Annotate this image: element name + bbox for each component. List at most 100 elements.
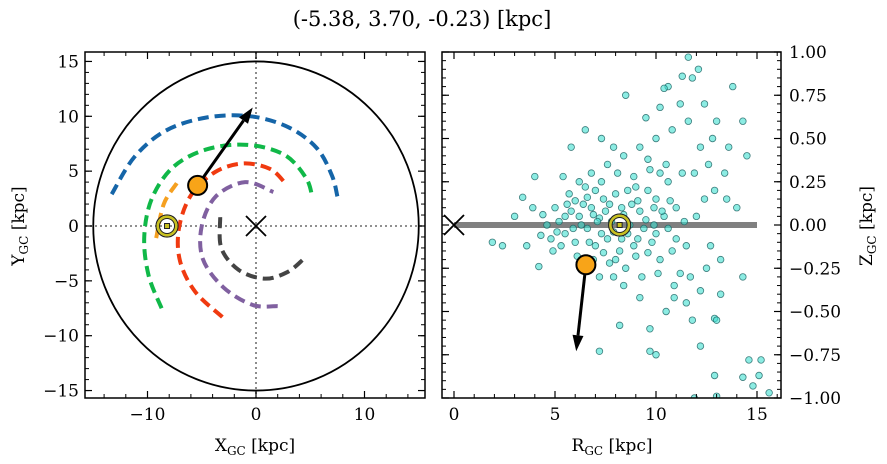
scatter-point [531, 172, 539, 181]
y-tick-label: 0.25 [789, 173, 827, 193]
left-panel-xy: −10 0 10 −15 −10 −5 0 5 10 15 XGC [kpc] YGC [kpc] [9, 51, 426, 458]
scatter-point [634, 235, 642, 243]
object-position-marker [187, 174, 209, 196]
scatter-point [535, 262, 543, 271]
scatter-point [611, 255, 620, 264]
scatter-point [581, 183, 589, 191]
scatter-point [636, 143, 644, 151]
scatter-point [688, 316, 697, 324]
scatter-point [640, 224, 648, 233]
scatter-point [593, 217, 602, 226]
scatter-point [553, 228, 561, 236]
x-tick-label: 0 [449, 405, 460, 425]
scatter-point [652, 229, 660, 238]
right-panel-rz: 0 5 10 15 −1.00 −0.75 −0.50 −0.25 0.00 0.25 0.50 0.… [441, 43, 879, 458]
velocity-arrow-head [572, 334, 584, 352]
scatter-point [599, 248, 608, 257]
scatter-point [555, 217, 563, 226]
velocity-arrow [196, 119, 245, 187]
scatter-point [622, 264, 630, 272]
scatter-point [636, 207, 644, 215]
scatter-point [704, 160, 713, 169]
scatter-point [563, 200, 571, 208]
scatter-point [561, 229, 569, 238]
scatter-point [591, 186, 600, 195]
scatter-point [587, 169, 596, 177]
x-tick-label: 10 [354, 405, 376, 425]
scatter-point [692, 212, 701, 221]
scatter-point [557, 242, 565, 250]
scatter-point [615, 247, 624, 255]
x-tick-label: 0 [251, 405, 262, 425]
scatter-point [664, 178, 672, 186]
scatter-point [638, 273, 646, 281]
sun-marker-outer [155, 214, 179, 238]
scatter-point [583, 224, 592, 233]
scatter-point [680, 217, 688, 226]
scatter-point [656, 103, 664, 112]
scatter-point [672, 235, 680, 243]
spiral-arm-line [109, 113, 340, 197]
scatter-point [634, 197, 642, 205]
scatter-point [678, 72, 686, 80]
scatter-point [597, 134, 606, 143]
scatter-point [684, 117, 693, 125]
scatter-point [676, 269, 684, 278]
scatter-point [619, 152, 628, 160]
y-tick-label: 5 [68, 162, 79, 182]
scatter-point [710, 186, 719, 195]
x-tick-label: 10 [645, 405, 667, 425]
scatter-point [696, 287, 705, 295]
scatter-point [712, 117, 721, 125]
scatter-point [658, 207, 666, 215]
scatter-point [595, 273, 604, 281]
scatter-point [672, 203, 680, 212]
scatter-point [622, 91, 630, 99]
y-tick-label: 0.75 [789, 86, 827, 106]
scatter-point [652, 195, 660, 203]
scatter-point [603, 160, 612, 169]
sun-marker-inner [159, 218, 176, 234]
scatter-point [743, 152, 751, 160]
x-tick-label: −10 [130, 405, 166, 425]
y-tick-label: 1.00 [789, 43, 827, 63]
y-tick-label: −0.75 [789, 346, 841, 366]
scatter-point [644, 186, 652, 195]
y-tick-label: 10 [57, 107, 79, 127]
scatter-point [577, 221, 585, 229]
scatter-point [708, 134, 717, 143]
scatter-point [595, 347, 604, 355]
scatter-point [636, 293, 644, 302]
scatter-point [518, 193, 527, 202]
scatter-point [589, 210, 598, 219]
scatter-point [628, 200, 636, 208]
scatter-point [723, 195, 731, 203]
y-tick-label: −1.00 [789, 389, 841, 409]
scatter-point [694, 65, 703, 73]
scatter-point [571, 197, 579, 205]
scatter-point [632, 183, 640, 191]
scatter-point [654, 269, 662, 278]
scatter-point [613, 169, 622, 177]
y-axis-label: ZGC [kpc] [857, 186, 879, 266]
scatter-point [646, 347, 654, 355]
y-tick-label: −5 [54, 272, 79, 292]
scatter-point [682, 242, 690, 250]
scatter-point [702, 264, 711, 272]
scatter-point [642, 114, 650, 122]
velocity-arrow-head [239, 107, 253, 124]
x-axis-label: RGC [kpc] [572, 436, 653, 458]
scatter-point [609, 143, 618, 151]
scatter-point [565, 190, 573, 198]
scatter-point [539, 210, 547, 219]
galactic-center-x-marker [443, 214, 465, 236]
scatter-point [700, 195, 709, 203]
scatter-point [720, 169, 729, 177]
galactic-center-x-marker [245, 215, 267, 237]
y-axis-label: YGC [kpc] [9, 186, 31, 266]
scatter-point [648, 238, 656, 246]
scatter-point [712, 316, 721, 324]
scatter-point [624, 186, 632, 195]
scatter-point [523, 242, 531, 250]
